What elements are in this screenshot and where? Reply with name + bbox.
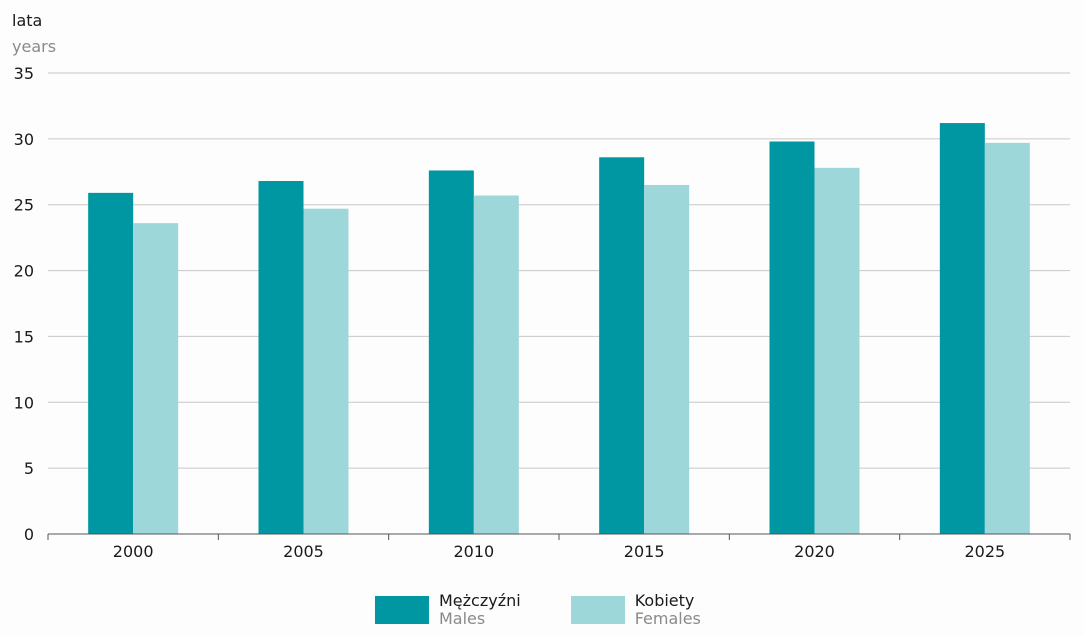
x-tick-label: 2005 (283, 542, 324, 561)
bar-females-2015 (644, 184, 690, 534)
bars (88, 123, 1030, 535)
y-tick-label: 35 (14, 64, 34, 83)
y-tick-label: 20 (14, 262, 34, 281)
gridlines (48, 72, 1070, 469)
y-tick-label: 0 (24, 525, 34, 544)
bar-males-2020 (769, 141, 815, 534)
x-axis-ticks: 2000 2005 2010 2015 2020 2025 (113, 542, 1005, 561)
legend-label-females: Kobiety (634, 591, 695, 610)
legend: Mężczyźni Males Kobiety Females (375, 592, 751, 628)
legend-item-males: Mężczyźni Males (375, 592, 521, 628)
bar-males-2025 (939, 123, 985, 535)
bar-females-2005 (303, 208, 349, 534)
bar-males-2000 (88, 192, 134, 535)
bar-females-2025 (984, 142, 1030, 534)
legend-swatch-females (570, 596, 625, 624)
bar-females-2020 (814, 167, 860, 534)
legend-label-males-secondary: Males (439, 609, 486, 628)
x-tick-label: 2020 (794, 542, 835, 561)
x-tick-label: 2015 (624, 542, 665, 561)
legend-label-females-secondary: Females (634, 609, 701, 628)
bar-males-2015 (599, 157, 645, 534)
x-axis (47, 533, 1071, 540)
y-tick-label: 5 (24, 459, 34, 478)
bar-females-2000 (133, 223, 179, 534)
legend-label-males: Mężczyźni (439, 591, 521, 610)
bar-males-2005 (258, 181, 304, 534)
y-axis-unit-label-secondary: years (12, 37, 56, 56)
bar-males-2010 (428, 170, 474, 534)
y-axis-ticks: 0 5 10 15 20 25 30 35 (14, 64, 34, 544)
x-tick-label: 2000 (113, 542, 154, 561)
x-tick-label: 2025 (964, 542, 1005, 561)
y-tick-label: 25 (14, 196, 34, 215)
x-tick-label: 2010 (453, 542, 494, 561)
y-axis-unit-label: lata (12, 11, 42, 30)
bar-females-2010 (473, 195, 519, 534)
legend-item-females: Kobiety Females (570, 591, 701, 628)
y-tick-label: 30 (14, 130, 34, 149)
y-tick-label: 10 (14, 393, 34, 412)
legend-swatch-males (375, 596, 429, 624)
y-tick-label: 15 (14, 327, 34, 346)
